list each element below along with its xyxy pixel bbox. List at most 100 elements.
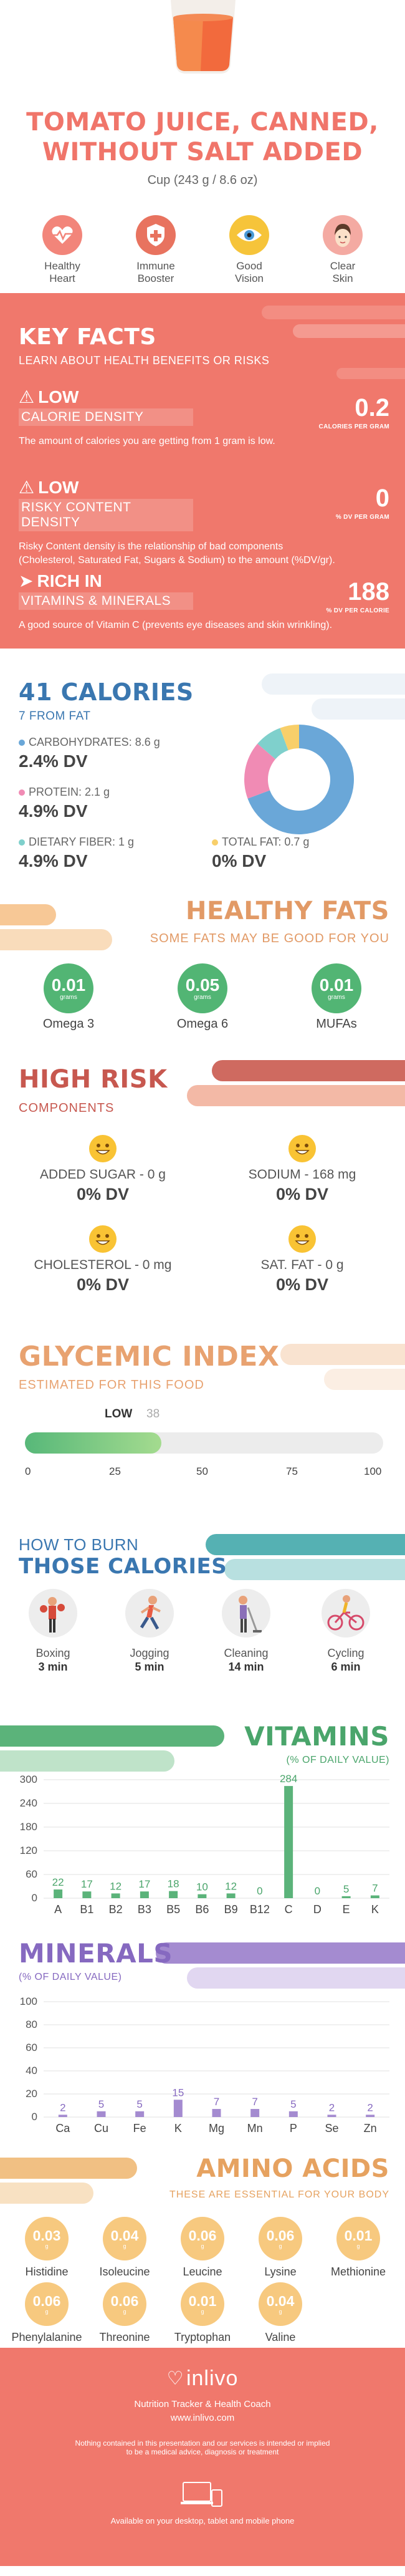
- gi-tick: 100: [364, 1465, 382, 1477]
- carbohydrates-stat: CARBOHYDRATES: 8.6 g 2.4% DV: [19, 736, 160, 771]
- smile-icon: [288, 1135, 316, 1162]
- footer-disclaimer: Nothing contained in this presentation a…: [75, 2439, 330, 2456]
- bar-value-label: 284: [280, 1773, 297, 1785]
- smile-icon: [89, 1135, 117, 1162]
- decorative-ribbon: [0, 1725, 224, 1747]
- y-tick-label: 40: [26, 2065, 37, 2077]
- decorative-ribbon: [0, 2183, 93, 2204]
- decorative-ribbon: [280, 1344, 405, 1365]
- key-facts-subtitle: LEARN ABOUT HEALTH BENEFITS OR RISKS: [19, 354, 270, 367]
- x-tick-label: Ca: [55, 2122, 70, 2135]
- minerals-title: MINERALS: [19, 1938, 173, 1969]
- y-tick-label: 60: [26, 2042, 37, 2053]
- burn-title-line1: HOW TO BURN: [19, 1535, 139, 1554]
- tomato-juice-glass-icon: [171, 0, 236, 74]
- key-facts-section: KEY FACTS LEARN ABOUT HEALTH BENEFITS OR…: [0, 293, 405, 649]
- decorative-ribbon: [0, 904, 56, 925]
- healthy-fats-subtitle: SOME FATS MAY BE GOOD FOR YOU: [150, 932, 389, 945]
- vitamins-section: VITAMINS (% OF DAILY VALUE) 0 60 120 180 240…: [0, 1710, 405, 1927]
- glycemic-bar-fill: [25, 1432, 161, 1454]
- fat-omega-6: 0.05 grams Omega 6: [159, 963, 246, 1031]
- amino-acids-subtitle: THESE ARE ESSENTIAL FOR YOUR BODY: [169, 2189, 389, 2200]
- bar-value-label: 17: [138, 1878, 150, 1890]
- gi-tick: 75: [286, 1465, 298, 1477]
- x-tick-label: P: [290, 2122, 297, 2135]
- amino-histidine: 0.03 g Histidine: [6, 2217, 87, 2279]
- high-risk-subtitle: COMPONENTS: [19, 1101, 115, 1115]
- bar-B9: [226, 1893, 236, 1898]
- glycemic-value: 38: [146, 1407, 160, 1421]
- y-tick-label: 0: [32, 2111, 37, 2123]
- cycling-icon: [322, 1589, 370, 1638]
- decorative-ribbon: [187, 1967, 405, 1989]
- amino-threonine: 0.06 g Threonine: [84, 2282, 165, 2344]
- donut-slice-carbohydrates: [247, 725, 354, 834]
- bar-Zn: [366, 2115, 375, 2117]
- bar-B1: [82, 1891, 92, 1898]
- protein-stat: PROTEIN: 2.1 g 4.9% DV: [19, 786, 110, 821]
- bar-value-label: 7: [372, 1883, 378, 1894]
- calories-title: 41 CALORIES: [19, 678, 194, 706]
- decorative-ribbon: [206, 1534, 405, 1555]
- x-tick-label: B5: [166, 1903, 180, 1916]
- footer-url[interactable]: www.inlivo.com: [170, 2413, 235, 2423]
- footer-tagline: Nutrition Tracker & Health Coach: [134, 2399, 271, 2410]
- minerals-section: MINERALS (% OF DAILY VALUE) 0 20 40 60 80 100…: [0, 1927, 405, 2148]
- activity-boxing: Boxing 3 min: [12, 1589, 93, 1674]
- decorative-ribbon: [187, 1085, 405, 1106]
- x-tick-label: Mg: [209, 2122, 224, 2135]
- y-tick-label: 20: [26, 2088, 37, 2100]
- activity-jogging: Jogging 5 min: [109, 1589, 190, 1674]
- bar-value-label: 15: [172, 2086, 184, 2098]
- bar-P: [288, 2111, 298, 2117]
- vitamins-title: VITAMINS: [244, 1721, 389, 1752]
- x-tick-label: C: [285, 1903, 293, 1916]
- bar-value-label: 2: [60, 2101, 65, 2113]
- amino-lysine: 0.06 g Lysine: [240, 2217, 321, 2279]
- decorative-ribbon: [156, 1942, 405, 1964]
- footer-availability: Available on your desktop, tablet and mo…: [110, 2516, 295, 2525]
- high-risk-section: HIGH RISK COMPONENTS ADDED SUGAR - 0 g 0%…: [0, 1041, 405, 1325]
- bar-Mg: [212, 2109, 221, 2117]
- benefit-good-vision: Good Vision: [215, 215, 284, 285]
- bar-B5: [169, 1891, 178, 1898]
- bar-value-label: 5: [343, 1883, 349, 1895]
- bar-value-label: 0: [315, 1885, 320, 1897]
- warning-icon: ⚠: [19, 478, 35, 497]
- bar-value-label: 18: [168, 1878, 179, 1890]
- amino-isoleucine: 0.04 g Isoleucine: [84, 2217, 165, 2279]
- inlivo-logo[interactable]: ♡ inlivo: [166, 2366, 239, 2390]
- x-tick-label: B6: [195, 1903, 209, 1916]
- glycemic-level: LOW: [105, 1407, 133, 1421]
- risk-added-sugar: ADDED SUGAR - 0 g 0% DV: [25, 1135, 181, 1204]
- bar-Ca: [58, 2115, 67, 2117]
- bar-K: [173, 2100, 183, 2117]
- fact-risky-content: ⚠ LOW RISKY CONTENT DENSITY 0% DV PER GRA…: [19, 477, 389, 566]
- bar-A: [54, 1889, 63, 1898]
- flame-icon: ⚠: [19, 387, 35, 407]
- fiber-stat: DIETARY FIBER: 1 g 4.9% DV: [19, 836, 135, 871]
- bar-value-label: 10: [196, 1881, 208, 1893]
- decorative-ribbon: [0, 2158, 137, 2179]
- high-risk-title: HIGH RISK: [19, 1065, 168, 1094]
- vitamins-subtitle: (% OF DAILY VALUE): [286, 1755, 389, 1765]
- bar-B3: [140, 1891, 149, 1898]
- calories-subtitle: 7 FROM FAT: [19, 710, 91, 723]
- x-tick-label: B1: [80, 1903, 93, 1916]
- amino-acids-section: AMINO ACIDS THESE ARE ESSENTIAL FOR YOUR…: [0, 2148, 405, 2348]
- serving-size: Cup (243 g / 8.6 oz): [147, 173, 258, 187]
- minerals-subtitle: (% OF DAILY VALUE): [19, 1972, 122, 1982]
- amino-methionine: 0.01 g Methionine: [318, 2217, 399, 2279]
- risk-cholesterol: CHOLESTEROL - 0 mg 0% DV: [25, 1225, 181, 1295]
- bar-B6: [198, 1894, 207, 1898]
- amino-phenylalanine: 0.06 g Phenylalanine: [6, 2282, 87, 2344]
- y-tick-label: 300: [20, 1773, 37, 1785]
- page-title: TOMATO JUICE, CANNED, WITHOUT SALT ADDED: [26, 108, 379, 166]
- eye-icon: [229, 215, 269, 255]
- heart-logo-icon: ♡: [166, 2368, 184, 2389]
- bar-Mn: [250, 2109, 260, 2117]
- face-icon: [323, 215, 363, 255]
- donut-slice-fiber: [257, 728, 288, 760]
- header: TOMATO JUICE, CANNED, WITHOUT SALT ADDED…: [0, 0, 405, 293]
- decorative-stripes: [262, 306, 405, 379]
